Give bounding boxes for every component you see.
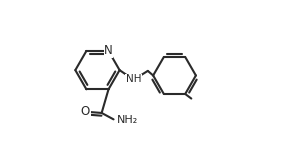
Text: NH: NH: [126, 74, 141, 84]
Text: O: O: [81, 105, 90, 118]
Text: NH₂: NH₂: [117, 115, 138, 125]
Text: N: N: [104, 45, 113, 57]
